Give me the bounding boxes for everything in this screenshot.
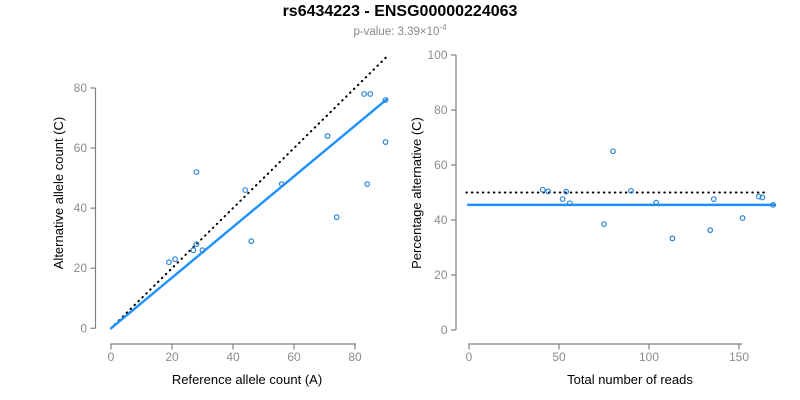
left-y-tick-label: 20 bbox=[74, 261, 88, 275]
right-data-point bbox=[739, 215, 746, 221]
right-x-axis-title: Total number of reads bbox=[567, 372, 693, 387]
right-data-point bbox=[545, 188, 552, 195]
right-data-point bbox=[755, 193, 762, 200]
right-data-point bbox=[563, 188, 570, 195]
left-data-point bbox=[382, 97, 389, 103]
pvalue-exponent: -4 bbox=[439, 23, 447, 32]
right-y-tick-label: 0 bbox=[441, 323, 448, 337]
left-data-point bbox=[166, 259, 172, 266]
right-y-tick-label: 100 bbox=[427, 48, 447, 62]
right-y-tick-label: 60 bbox=[434, 158, 448, 172]
left-data-point bbox=[324, 133, 331, 139]
left-data-point bbox=[361, 91, 368, 97]
left-data-point bbox=[193, 169, 200, 175]
right-data-point bbox=[539, 186, 546, 193]
left-data-point bbox=[242, 187, 249, 194]
left-data-point bbox=[278, 181, 285, 188]
left-data-point bbox=[364, 181, 371, 188]
right-x-tick-label: 50 bbox=[552, 350, 566, 364]
left-data-point bbox=[333, 214, 340, 221]
figure-subtitle: p-value: 3.39×10-4 bbox=[0, 23, 800, 38]
left-y-axis-title: Alternative allele count (C) bbox=[51, 117, 66, 269]
left-y-tick-label: 80 bbox=[74, 81, 88, 95]
right-data-point bbox=[566, 200, 573, 207]
right-x-tick-label: 100 bbox=[639, 350, 659, 364]
left-regression-line bbox=[109, 97, 389, 330]
left-identity-line bbox=[110, 53, 390, 330]
right-data-point bbox=[770, 201, 777, 208]
right-data-point bbox=[628, 187, 634, 194]
left-x-tick-label: 80 bbox=[348, 350, 362, 364]
right-data-point bbox=[759, 194, 766, 201]
right-y-tick-label: 40 bbox=[434, 213, 448, 227]
right-data-point bbox=[610, 148, 616, 155]
left-y-tick-label: 0 bbox=[80, 321, 87, 335]
right-data-point bbox=[601, 221, 607, 228]
left-x-tick-label: 60 bbox=[287, 350, 301, 364]
left-x-tick-label: 20 bbox=[165, 350, 179, 364]
pvalue-text: p-value: 3.39×10 bbox=[353, 25, 440, 38]
right-data-point bbox=[669, 235, 676, 242]
left-x-axis-title: Reference allele count (A) bbox=[172, 372, 322, 387]
right-y-axis-title: Percentage alternative (C) bbox=[409, 117, 424, 269]
left-y-tick-label: 60 bbox=[74, 141, 88, 155]
left-data-point bbox=[199, 247, 206, 254]
left-data-point bbox=[190, 247, 197, 254]
right-y-tick-label: 20 bbox=[434, 268, 448, 282]
right-data-point bbox=[653, 199, 660, 206]
left-x-tick-label: 40 bbox=[226, 350, 240, 364]
right-data-point bbox=[710, 196, 717, 203]
right-x-tick-label: 150 bbox=[729, 350, 749, 364]
left-x-tick-label: 0 bbox=[108, 350, 115, 364]
left-data-point bbox=[367, 91, 374, 97]
left-data-point bbox=[193, 241, 200, 248]
left-y-tick-label: 40 bbox=[74, 201, 88, 215]
figure-title: rs6434223 - ENSG00000224063 bbox=[282, 3, 518, 20]
left-data-point bbox=[248, 238, 255, 245]
left-data-point bbox=[172, 256, 178, 263]
right-data-point bbox=[559, 196, 566, 203]
right-data-point bbox=[707, 227, 714, 234]
left-data-point bbox=[382, 139, 389, 145]
right-x-tick-label: 0 bbox=[466, 350, 473, 364]
right-y-tick-label: 80 bbox=[434, 103, 448, 117]
